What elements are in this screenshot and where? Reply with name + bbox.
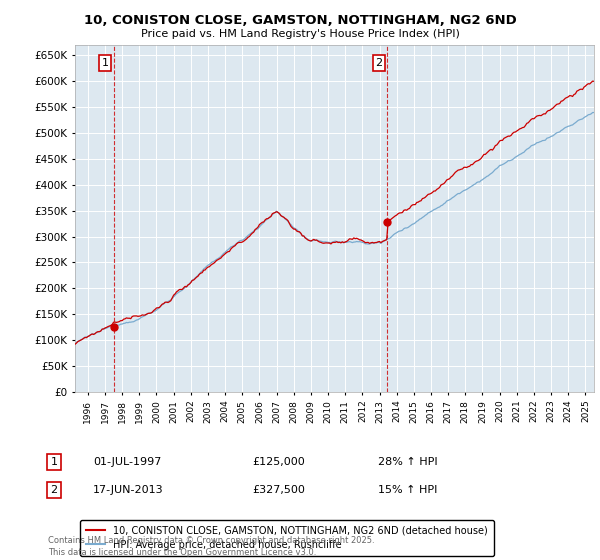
Text: 15% ↑ HPI: 15% ↑ HPI <box>378 485 437 495</box>
Text: 01-JUL-1997: 01-JUL-1997 <box>93 457 161 467</box>
Text: 1: 1 <box>50 457 58 467</box>
Text: 17-JUN-2013: 17-JUN-2013 <box>93 485 164 495</box>
Text: 1: 1 <box>101 58 109 68</box>
Text: £327,500: £327,500 <box>252 485 305 495</box>
Text: Contains HM Land Registry data © Crown copyright and database right 2025.
This d: Contains HM Land Registry data © Crown c… <box>48 536 374 557</box>
Text: 10, CONISTON CLOSE, GAMSTON, NOTTINGHAM, NG2 6ND: 10, CONISTON CLOSE, GAMSTON, NOTTINGHAM,… <box>83 14 517 27</box>
Text: 2: 2 <box>375 58 382 68</box>
Text: 28% ↑ HPI: 28% ↑ HPI <box>378 457 437 467</box>
Text: Price paid vs. HM Land Registry's House Price Index (HPI): Price paid vs. HM Land Registry's House … <box>140 29 460 39</box>
Legend: 10, CONISTON CLOSE, GAMSTON, NOTTINGHAM, NG2 6ND (detached house), HPI: Average : 10, CONISTON CLOSE, GAMSTON, NOTTINGHAM,… <box>80 520 493 556</box>
Text: 2: 2 <box>50 485 58 495</box>
Text: £125,000: £125,000 <box>252 457 305 467</box>
